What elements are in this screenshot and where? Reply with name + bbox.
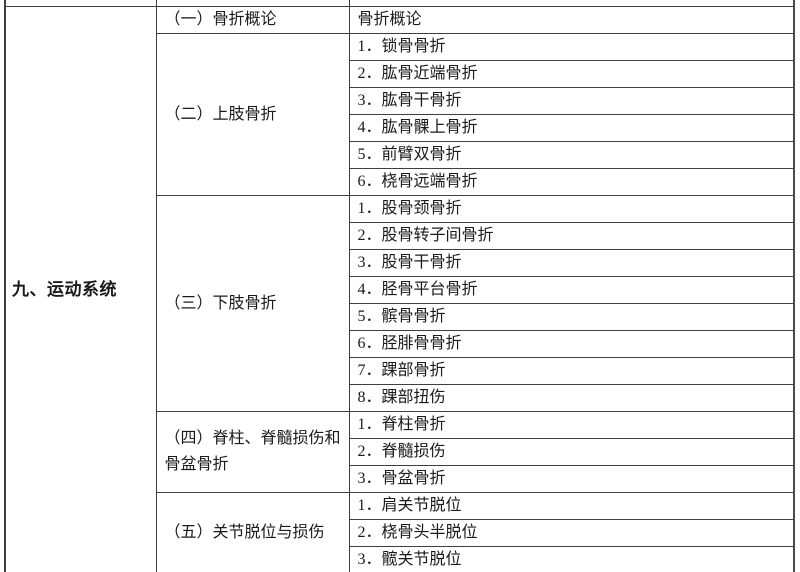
table-row: （二）上肢骨折 1．锁骨骨折 <box>5 33 795 196</box>
table-row: 2．股骨转子间骨折 <box>5 222 795 250</box>
item-cell: 8．踝部扭伤 <box>348 384 795 412</box>
item-cell: 1．股骨颈骨折 <box>348 195 795 223</box>
item-cell: 1．脊柱骨折 <box>348 411 795 439</box>
section-label-cell: （四）脊柱、脊髓损伤和骨盆骨折 <box>155 411 350 493</box>
section-label-cell: （三）下肢骨折 <box>155 195 350 412</box>
table-row: （五）关节脱位与损伤 1．肩关节脱位 <box>5 492 795 572</box>
item-cell: 5．髌骨骨折 <box>348 303 795 331</box>
item-cell: 7．踝部骨折 <box>348 357 795 385</box>
item-cell: 2．肱骨近端骨折 <box>348 60 795 88</box>
item-cell: 5．前臂双骨折 <box>348 141 795 169</box>
table-row: 4．胫骨平台骨折 <box>5 276 795 304</box>
item-cell: 6．胫腓骨骨折 <box>348 330 795 358</box>
item-cell: 2．脊髓损伤 <box>348 438 795 466</box>
section-label-cell: （五）关节脱位与损伤 <box>155 492 350 572</box>
item-cell: 2．桡骨头半脱位 <box>348 519 795 547</box>
item-cell: 3．骨盆骨折 <box>348 465 795 493</box>
table-row: 2．肱骨近端骨折 <box>5 60 795 88</box>
item-cell: 6．桡骨远端骨折 <box>348 168 795 196</box>
item-cell: 4．胫骨平台骨折 <box>348 276 795 304</box>
item-cell: 1．锁骨骨折 <box>348 33 795 61</box>
item-cell: 2．股骨转子间骨折 <box>348 222 795 250</box>
item-cell: 骨折概论 <box>348 6 795 34</box>
table-row: 3．髋关节脱位 <box>5 546 795 572</box>
table-row: （四）脊柱、脊髓损伤和骨盆骨折 1．脊柱骨折 <box>5 411 795 493</box>
table-row: 九、运动系统 （一）骨折概论 骨折概论 <box>4 6 795 572</box>
syllabus-table-body: 九、运动系统 （一）骨折概论 骨折概论 （二）上肢骨折 1．锁骨骨折 2．肱骨近端骨折 3．… <box>4 0 795 572</box>
section-label-cell: （二）上肢骨折 <box>155 33 350 196</box>
table-row: 2．脊髓损伤 <box>5 438 795 466</box>
table-row: 3．骨盆骨折 <box>5 465 795 493</box>
syllabus-table: 九、运动系统 （一）骨折概论 骨折概论 （二）上肢骨折 1．锁骨骨折 2．肱骨近端骨折 3．… <box>4 0 795 572</box>
item-cell: 3．髋关节脱位 <box>348 546 795 572</box>
item-cell: 4．肱骨髁上骨折 <box>348 114 795 142</box>
section-label-cell: （一）骨折概论 <box>155 6 350 34</box>
item-cell: 1．肩关节脱位 <box>348 492 795 520</box>
system-cell: 九、运动系统 <box>4 6 157 572</box>
table-row: 2．桡骨头半脱位 <box>5 519 795 547</box>
item-cell: 3．股骨干骨折 <box>348 249 795 277</box>
item-cell: 3．肱骨干骨折 <box>348 87 795 115</box>
